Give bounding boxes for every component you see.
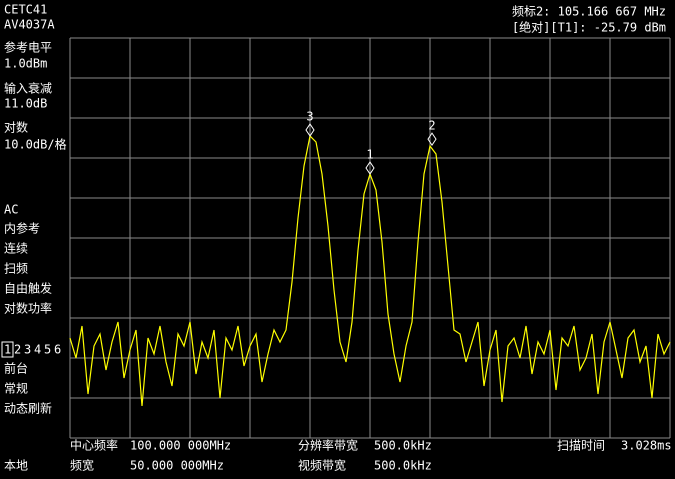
label: 扫描时间 xyxy=(557,439,605,453)
trace-number: 4 xyxy=(34,343,41,357)
model: AV4037A xyxy=(4,18,55,32)
label: 输入衰减 xyxy=(4,81,52,96)
marker-readout: 频标2: 105.166 667 MHz xyxy=(512,5,666,19)
value: 100.000 000MHz xyxy=(130,439,231,453)
value: 50.000 000MHz xyxy=(130,459,224,473)
model: CETC41 xyxy=(4,3,47,17)
marker-label: 2 xyxy=(428,119,435,133)
value: 500.0kHz xyxy=(374,459,432,473)
status: 前台 xyxy=(4,361,28,376)
value: 11.0dB xyxy=(4,97,47,111)
status: 自由触发 xyxy=(4,281,52,296)
value: 3.028ms xyxy=(621,439,672,453)
status: 对数功率 xyxy=(4,301,52,316)
trace-number: 6 xyxy=(54,343,61,357)
status: AC xyxy=(4,203,18,217)
status: 连续 xyxy=(4,241,28,256)
trace-number: 3 xyxy=(24,343,31,357)
marker-label: 3 xyxy=(306,110,313,124)
marker xyxy=(305,123,315,137)
marker xyxy=(427,132,437,147)
status: 内参考 xyxy=(4,221,40,236)
status: 动态刷新 xyxy=(4,401,52,416)
marker xyxy=(365,161,375,175)
trace-number: 2 xyxy=(14,343,21,357)
trace-number: 1 xyxy=(4,343,11,357)
label: 分辨率带宽 xyxy=(298,438,358,453)
status: 扫频 xyxy=(4,262,28,276)
value: 1.0dBm xyxy=(4,57,47,71)
label: 中心频率 xyxy=(70,438,118,453)
label: 视频带宽 xyxy=(298,458,346,473)
status: 本地 xyxy=(4,459,28,473)
selected-box xyxy=(1,341,14,358)
marker-level: [绝对][T1]: -25.79 dBm xyxy=(512,20,666,35)
label: 对数 xyxy=(4,120,28,135)
trace-number: 5 xyxy=(44,343,51,357)
label: 频宽 xyxy=(70,458,94,473)
value: 500.0kHz xyxy=(374,439,432,453)
label: 参考电平 xyxy=(4,40,52,55)
value: 10.0dB/格 xyxy=(4,137,67,152)
status: 常规 xyxy=(4,381,28,396)
marker-label: 1 xyxy=(366,148,373,162)
